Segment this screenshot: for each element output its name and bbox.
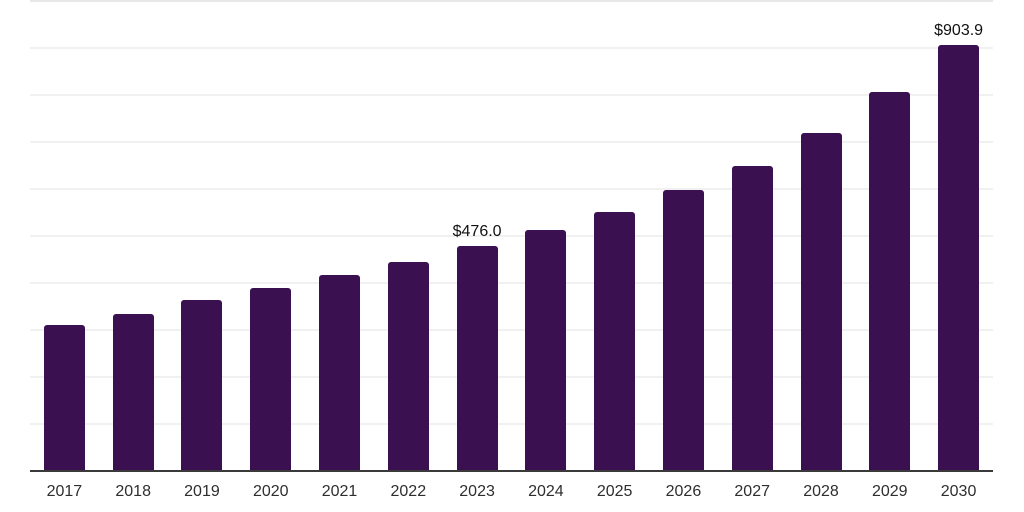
gridline <box>30 141 993 143</box>
bar-2030 <box>938 45 980 470</box>
bar-2020 <box>250 288 292 470</box>
bar-2017 <box>43 324 85 470</box>
gridline <box>30 94 993 96</box>
plot-area: $476.0 $903.9 <box>30 0 993 470</box>
x-tick-label-2022: 2022 <box>390 483 427 500</box>
bar-2018 <box>112 313 154 470</box>
bar-2021 <box>319 274 361 470</box>
x-tick-label-2024: 2024 <box>528 483 564 500</box>
bar-2028 <box>800 133 842 470</box>
gridline <box>30 235 993 237</box>
x-tick-label-2025: 2025 <box>596 483 633 500</box>
x-tick-label-2027: 2027 <box>734 483 770 500</box>
bar-2025 <box>594 211 636 470</box>
gridline <box>30 188 993 190</box>
bar-2019 <box>181 299 223 470</box>
x-tick-label-2020: 2020 <box>252 483 289 500</box>
gridline <box>30 0 993 2</box>
x-tick-label-2030: 2030 <box>940 483 977 500</box>
x-tick-label-2017: 2017 <box>46 483 83 500</box>
x-axis-line <box>30 470 993 472</box>
bar-2029 <box>869 92 911 470</box>
x-tick-label-2026: 2026 <box>665 483 702 500</box>
gridline <box>30 423 993 425</box>
bar-value-label-2023: $476.0 <box>452 223 502 241</box>
bar-2026 <box>662 189 704 470</box>
gridline <box>30 329 993 331</box>
x-axis-tick-labels: 2017 2018 2019 2020 2021 2022 2023 2024 2025 2026… <box>30 483 993 501</box>
x-tick-label-2021: 2021 <box>321 483 358 500</box>
x-tick-label-2023: 2023 <box>459 483 495 500</box>
x-tick-label-2019: 2019 <box>184 483 220 500</box>
bar-2023 <box>456 246 498 470</box>
bar-2027 <box>731 165 773 470</box>
bar-2024 <box>525 229 567 470</box>
gridline <box>30 376 993 378</box>
gridline <box>30 47 993 49</box>
gridline <box>30 282 993 284</box>
bar-2022 <box>387 261 429 470</box>
x-tick-label-2028: 2028 <box>803 483 839 500</box>
x-tick-label-2018: 2018 <box>115 483 151 500</box>
x-tick-label-2029: 2029 <box>871 483 908 500</box>
bar-value-label-2030: $903.9 <box>934 22 984 40</box>
